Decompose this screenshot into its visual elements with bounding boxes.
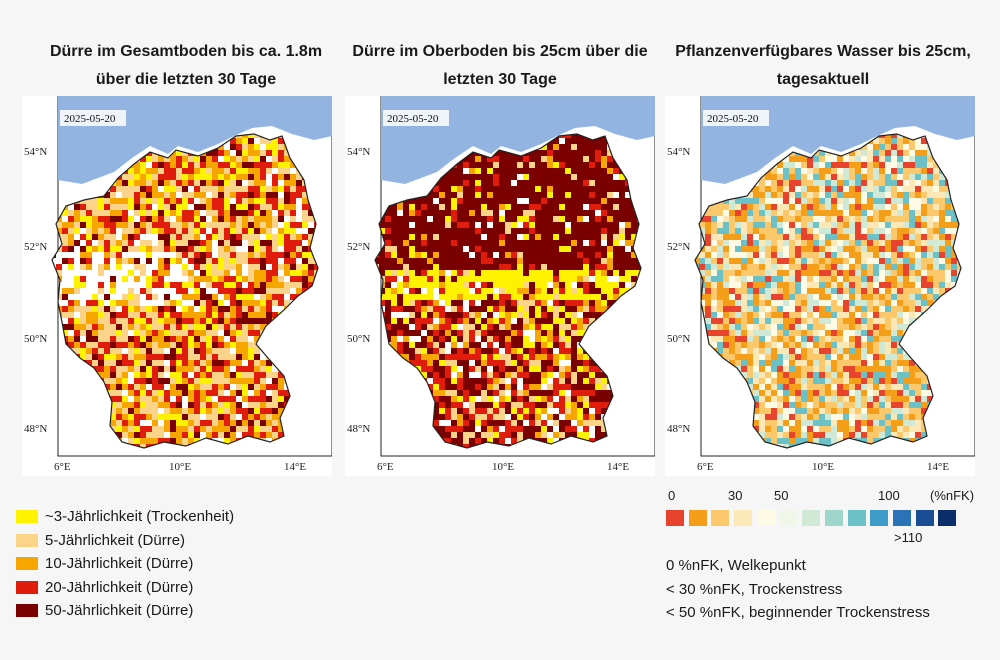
title-line-2: über die letzten 30 Tage (95, 71, 277, 88)
map-canvas: 2025-05-20 54°N 52°N 50°N 48°N 6°E 10°E 14°E (347, 96, 655, 473)
lon-tick-label: 10°E (492, 461, 514, 473)
legend-label: 10-Jährlichkeit (Dürre) (45, 555, 194, 573)
title-line-2: letzten 30 Tage (443, 71, 557, 88)
map-date: 2025-05-20 (387, 113, 439, 125)
lat-tick-label: 52°N (347, 241, 370, 253)
legend-swatch (16, 557, 38, 571)
map-canvas: 2025-05-20 54°N 52°N 50°N 48°N 6°E 10°E 14°E (667, 96, 975, 473)
note-dry-stress: < 30 %nFK, Trockenstress (666, 580, 843, 598)
nfk-color-scale: 0 30 50 100 (%nFK) >110 (666, 488, 986, 548)
lat-tick-label: 48°N (24, 423, 47, 435)
map-total-soil-drought: 2025-05-20 54°N 52°N 50°N 48°N 6°E 10°E 14°E (22, 96, 332, 476)
lat-tick-label: 52°N (667, 241, 690, 253)
lat-tick-label: 54°N (667, 146, 690, 158)
title-line-1: Dürre im Gesamtboden bis ca. 1.8m (49, 43, 323, 60)
sea-area (381, 96, 655, 184)
scale-cell (938, 510, 957, 526)
country-border (374, 133, 642, 449)
lat-tick-label: 54°N (347, 146, 370, 158)
lat-tick-label: 54°N (24, 146, 47, 158)
legend-item: 5-Jährlichkeit (Dürre) (16, 529, 234, 553)
sea-area (701, 96, 975, 184)
scale-label-30: 30 (728, 488, 743, 503)
map-title-topsoil: Dürre im Oberboden bis 25cm über die let… (335, 38, 665, 94)
map-date: 2025-05-20 (64, 113, 116, 125)
legend-swatch (16, 604, 38, 618)
lat-tick-label: 50°N (667, 333, 690, 345)
lat-tick-label: 48°N (667, 423, 690, 435)
drought-legend: ~3-Jährlichkeit (Trockenheit) 5-Jährlich… (16, 505, 234, 623)
scale-unit: (%nFK) (930, 488, 975, 503)
lon-tick-label: 14°E (927, 461, 949, 473)
note-beginning-stress: < 50 %nFK, beginnender Trockenstress (666, 604, 930, 621)
legend-item: 50-Jährlichkeit (Dürre) (16, 599, 234, 623)
scale-cell (824, 510, 843, 526)
map-plant-available-water: 2025-05-20 54°N 52°N 50°N 48°N 6°E 10°E 14°E (665, 96, 975, 476)
scale-cell (711, 510, 730, 526)
title-line-1: Pflanzenverfügbares Wasser bis 25cm, (675, 43, 971, 60)
scale-cell (870, 510, 889, 526)
date-box (60, 110, 126, 126)
legend-label: ~3-Jährlichkeit (Trockenheit) (45, 508, 235, 526)
legend-label: 50-Jährlichkeit (Dürre) (45, 602, 194, 620)
legend-label: 20-Jährlichkeit (Dürre) (45, 578, 194, 596)
scale-cell (688, 510, 707, 526)
nfk-notes: 0 %nFK, Welkepunkt < 30 %nFK, Trockenstr… (666, 554, 930, 625)
lon-tick-label: 6°E (697, 461, 714, 473)
lat-tick-label: 50°N (24, 333, 47, 345)
map-topsoil-drought: 2025-05-20 54°N 52°N 50°N 48°N 6°E 10°E 14°E (345, 96, 655, 476)
sea-area (58, 96, 332, 184)
lon-tick-label: 10°E (169, 461, 191, 473)
scale-cell (734, 510, 753, 526)
scale-cell (915, 510, 934, 526)
date-box (383, 110, 449, 126)
lat-tick-label: 52°N (24, 241, 47, 253)
map-title-plant-water: Pflanzenverfügbares Wasser bis 25cm, tag… (658, 38, 988, 94)
legend-label: 5-Jährlichkeit (Dürre) (45, 531, 186, 549)
lon-tick-label: 14°E (607, 461, 629, 473)
lat-tick-label: 50°N (347, 333, 370, 345)
scale-cell (892, 510, 911, 526)
legend-swatch (16, 580, 38, 594)
scale-cell (802, 510, 821, 526)
country-border (694, 133, 962, 449)
scale-label-gt110: >110 (894, 530, 923, 545)
note-wilting-point: 0 %nFK, Welkepunkt (666, 557, 806, 574)
date-box (703, 110, 769, 126)
scale-bar (666, 510, 961, 526)
scale-label-0: 0 (668, 488, 676, 503)
scale-label-100: 100 (878, 488, 900, 503)
map-title-total-soil: Dürre im Gesamtboden bis ca. 1.8m über d… (21, 38, 351, 94)
scale-cell (847, 510, 866, 526)
lon-tick-label: 10°E (812, 461, 834, 473)
scale-cell (779, 510, 798, 526)
legend-item: ~3-Jährlichkeit (Trockenheit) (16, 505, 234, 529)
scale-label-50: 50 (774, 488, 789, 503)
map-date: 2025-05-20 (707, 113, 759, 125)
legend-swatch (16, 510, 38, 524)
legend-item: 20-Jährlichkeit (Dürre) (16, 576, 234, 600)
lon-tick-label: 14°E (284, 461, 306, 473)
title-line-1: Dürre im Oberboden bis 25cm über die (352, 43, 648, 60)
map-canvas: 2025-05-20 54°N 52°N 50°N 48°N 6°E 10°E 14°E (24, 96, 332, 473)
legend-swatch (16, 533, 38, 547)
country-border (51, 133, 319, 449)
legend-item: 10-Jährlichkeit (Dürre) (16, 552, 234, 576)
scale-cell (666, 510, 684, 526)
lat-tick-label: 48°N (347, 423, 370, 435)
title-line-2: tagesaktuell (776, 71, 870, 88)
scale-cell (756, 510, 775, 526)
lon-tick-label: 6°E (377, 461, 394, 473)
lon-tick-label: 6°E (54, 461, 71, 473)
